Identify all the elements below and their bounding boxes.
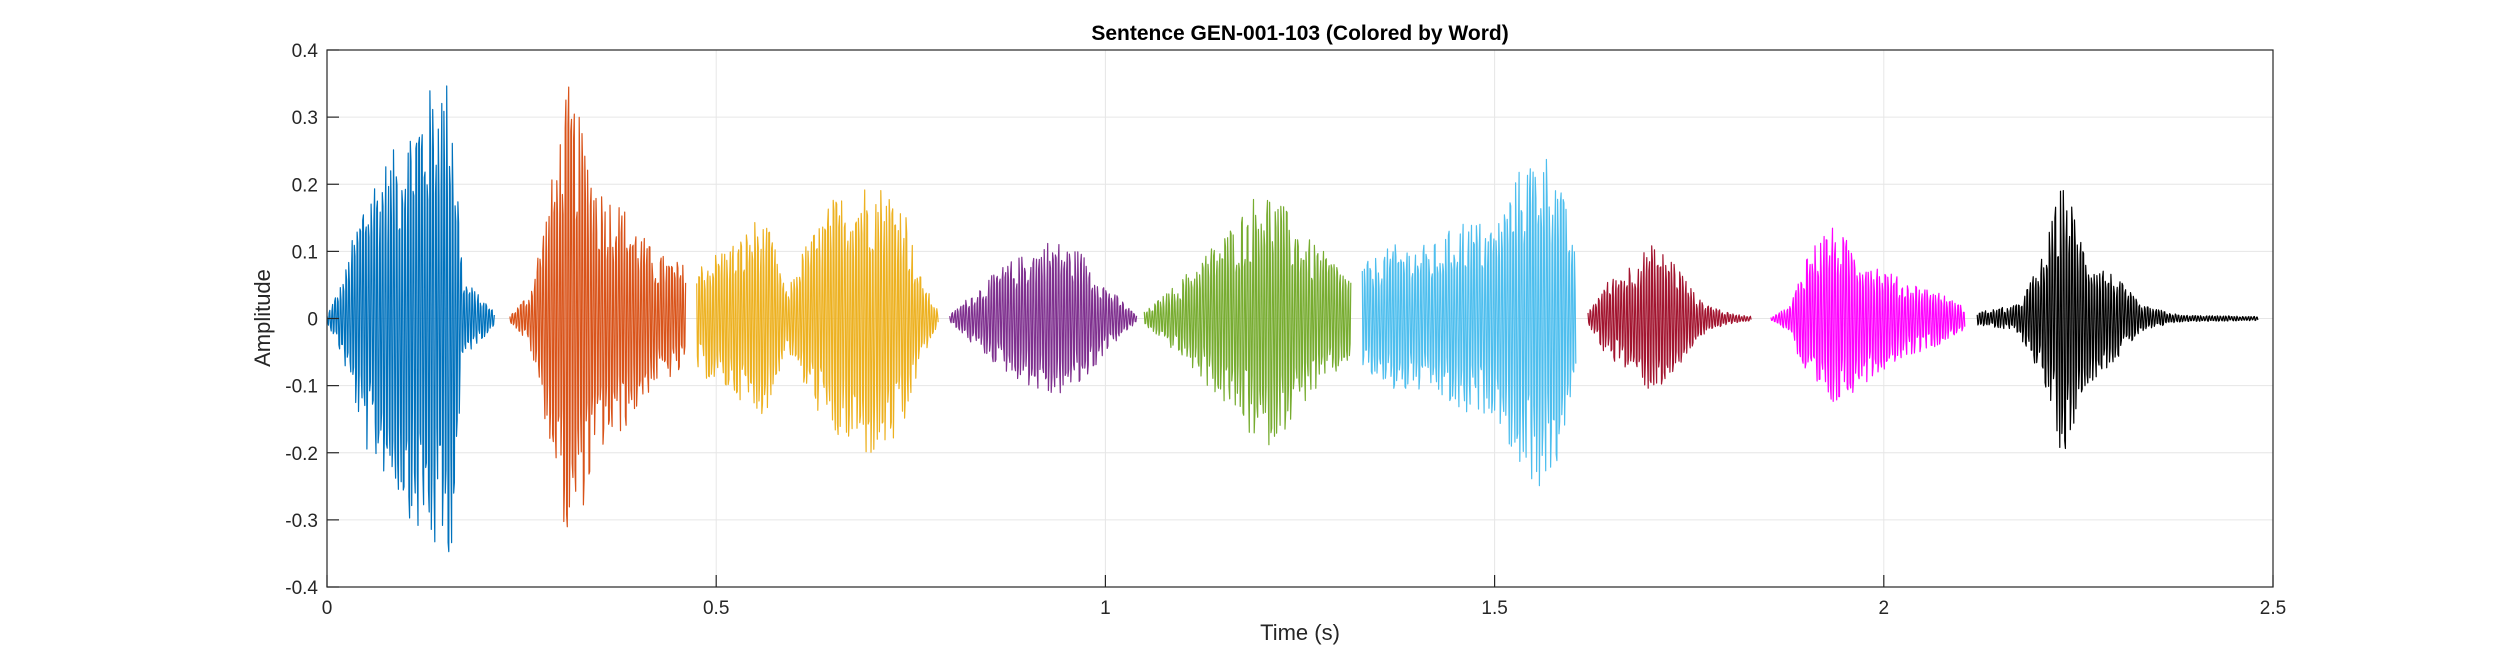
waveform-series-group	[326, 85, 2259, 553]
y-tick-label: -0.3	[285, 511, 318, 532]
x-tick-label: 2.5	[2260, 598, 2286, 619]
waveform-word-4	[949, 242, 1138, 394]
waveform-word-9	[1976, 190, 2259, 450]
x-tick-label: 0	[322, 598, 333, 619]
waveform-word-7	[1587, 245, 1752, 389]
y-tick-label: 0.4	[292, 41, 319, 62]
y-tick-label: -0.2	[285, 444, 318, 465]
tick-labels: 0 0.5 1 1.5 2 2.5 -0.4 -0.3 -0.2 -0.1 0 0.1 0.2 0.3 0.…	[285, 41, 2286, 619]
y-tick-label: 0.3	[292, 108, 318, 129]
waveform-word-1	[326, 85, 495, 553]
y-tick-label: -0.1	[285, 377, 318, 398]
y-tick-label: 0.1	[292, 242, 318, 263]
waveform-word-6	[1361, 158, 1577, 487]
x-axis-label: Time (s)	[1260, 620, 1340, 645]
waveform-word-2	[509, 86, 687, 528]
waveform-word-8	[1770, 227, 1966, 402]
x-tick-label: 1.5	[1481, 598, 1507, 619]
x-tick-label: 0.5	[703, 598, 729, 619]
y-tick-label: 0.2	[292, 175, 318, 196]
y-axis-label: Amplitude	[250, 269, 275, 367]
x-tick-label: 2	[1879, 598, 1890, 619]
waveform-word-5	[1143, 198, 1352, 446]
axes	[326, 49, 2274, 588]
x-tick-label: 1	[1100, 598, 1111, 619]
waveform-word-3	[696, 189, 939, 453]
y-tick-label: -0.4	[285, 578, 318, 599]
chart-title: Sentence GEN-001-103 (Colored by Word)	[1091, 22, 1508, 45]
y-tick-label: 0	[307, 310, 318, 331]
